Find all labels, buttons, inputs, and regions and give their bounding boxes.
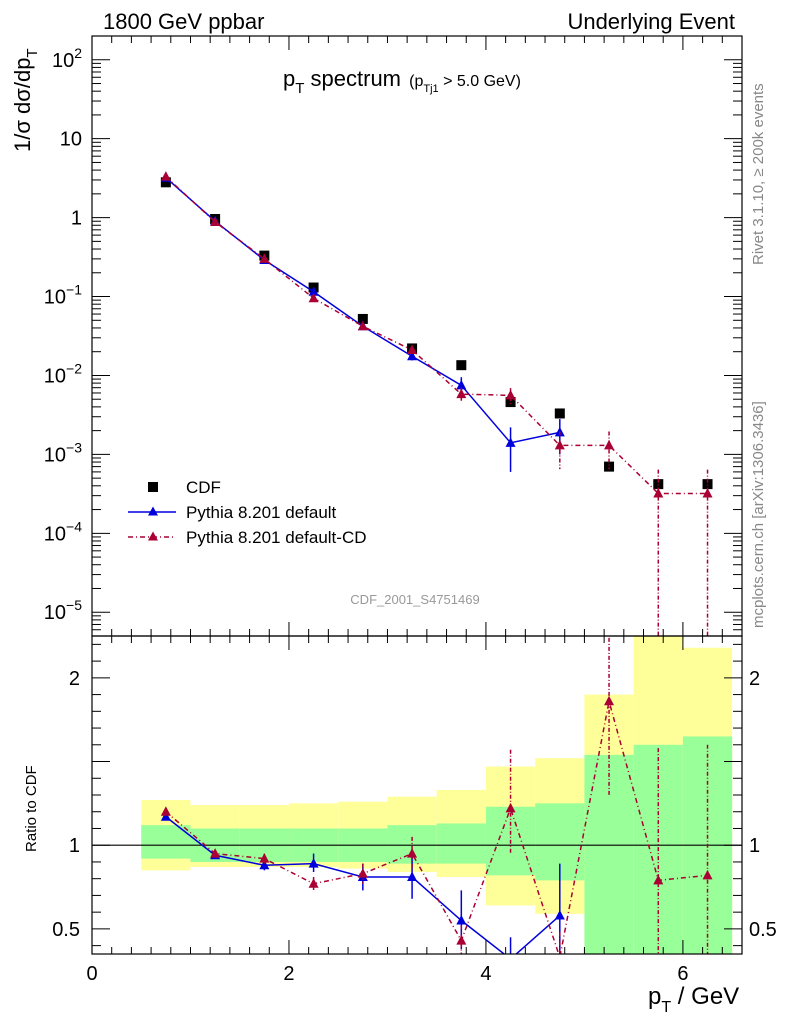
- main-ytick-label-4: 10−1: [44, 282, 82, 309]
- legend-entry-pythia-default: Pythia 8.201 default: [128, 503, 337, 522]
- main-ytick-label-7: 102: [52, 45, 82, 72]
- ratio-ytick-label-left-2: 2: [69, 668, 80, 690]
- main-ytick-label-6: 10: [60, 129, 82, 151]
- analysis-id: CDF_2001_S4751469: [350, 592, 479, 607]
- x-tick-label-3: 6: [677, 963, 688, 985]
- main-point-pythia-default-6: [456, 379, 467, 390]
- ratio-point-pythia-cd-1: [210, 848, 221, 858]
- ratio-point-pythia-default-7: [510, 953, 511, 954]
- cdf-point-6: [456, 360, 467, 371]
- legend-marker-pythia-default: [148, 506, 158, 516]
- cdf-point-9: [604, 461, 615, 472]
- x-tick-label-0: 0: [86, 963, 97, 985]
- main-line-pythia-default: [165, 177, 560, 444]
- cdf-point-10: [653, 479, 664, 490]
- legend-entry-pythia-cd: Pythia 8.201 default-CD: [128, 528, 367, 547]
- main-point-pythia-cd-5: [407, 344, 418, 355]
- main-point-pythia-cd-6: [456, 388, 467, 399]
- cdf-point-7: [505, 397, 516, 408]
- ratio-point-pythia-cd-2: [259, 853, 270, 863]
- ratio-point-pythia-default-8: [554, 910, 565, 920]
- main-ytick-label-2: 10−3: [44, 439, 82, 466]
- legend-marker-cdf: [148, 482, 158, 492]
- main-point-pythia-default-7: [505, 437, 516, 447]
- main-line-pythia-cd: [165, 176, 708, 495]
- cdf-point-11: [702, 479, 713, 490]
- ratio-ytick-label-left-0: 0.5: [52, 919, 80, 941]
- ratio-point-pythia-cd-0: [160, 806, 171, 816]
- main-ytick-label-0: 10−5: [44, 597, 82, 624]
- ratio-point-pythia-default-6: [456, 915, 467, 925]
- ratio-point-pythia-cd-5: [407, 848, 418, 858]
- ratio-point-pythia-cd-3: [308, 878, 319, 888]
- ratio-ytick-label-right-1: 1: [749, 835, 760, 857]
- ratio-ytick-label-left-1: 1: [69, 835, 80, 857]
- x-tick-label-1: 2: [283, 963, 294, 985]
- ratio-band-inner-6: [436, 823, 486, 864]
- legend-entry-cdf: CDF: [148, 478, 221, 497]
- ratio-plot: [160, 636, 713, 954]
- mcplots-label: mcplots.cern.ch [arXiv:1306.3436]: [750, 401, 767, 628]
- ratio-point-pythia-cd-11: [702, 869, 713, 880]
- ratio-point-pythia-default-2: [259, 859, 270, 870]
- ratio-point-pythia-cd-4: [357, 868, 368, 878]
- main-point-pythia-cd-9: [604, 439, 615, 450]
- main-point-pythia-cd-3: [308, 292, 319, 303]
- ratio-line-pythia-cd: [165, 701, 708, 954]
- cdf-point-0: [160, 177, 171, 188]
- rivet-label: Rivet 3.1.10, ≥ 200k events: [750, 83, 767, 265]
- legend-label-cdf: CDF: [186, 478, 221, 497]
- axes: 0 2 4 6 10−5 10−4 10−3 10−2 10−1 1 10 102 0.5 0.5 1 1 2 2: [44, 35, 777, 985]
- x-tick-label-2: 4: [480, 963, 491, 985]
- ratio-point-pythia-cd-10: [653, 874, 664, 885]
- main-ytick-label-1: 10−4: [44, 518, 82, 545]
- main-point-pythia-cd-0: [160, 171, 171, 181]
- main-point-pythia-cd-7: [505, 389, 516, 400]
- main-point-pythia-default-3: [308, 286, 319, 296]
- main-ytick-label-5: 1: [71, 208, 82, 230]
- main-point-pythia-default-5: [407, 350, 418, 361]
- main-plot: [160, 171, 713, 636]
- main-point-pythia-cd-2: [259, 253, 270, 263]
- ratio-point-pythia-cd-7: [505, 802, 516, 813]
- legend-label-pythia-default: Pythia 8.201 default: [186, 503, 337, 522]
- ratio-point-pythia-cd-6: [456, 935, 467, 945]
- cdf-point-8: [554, 408, 565, 419]
- cdf-point-4: [357, 313, 368, 324]
- plot-title: pT spectrum (pTj1 > 5.0 GeV): [283, 66, 521, 97]
- ratio-ylabel: Ratio to CDF: [23, 765, 40, 852]
- ratio-ytick-label-right-0: 0.5: [749, 919, 777, 941]
- main-ylabel: 1/σ dσ/dpT: [10, 48, 41, 152]
- legend-marker-pythia-cd: [148, 531, 158, 541]
- legend-label-pythia-cd: Pythia 8.201 default-CD: [186, 528, 367, 547]
- ratio-point-pythia-default-5: [407, 871, 418, 882]
- main-ytick-label-3: 10−2: [44, 360, 82, 387]
- main-point-pythia-cd-4: [357, 320, 368, 331]
- ratio-bands: [92, 636, 742, 954]
- main-point-pythia-cd-1: [210, 216, 221, 226]
- ratio-band-inner-0: [141, 825, 191, 859]
- main-point-pythia-cd-8: [554, 439, 565, 450]
- ratio-point-pythia-cd-9: [604, 695, 615, 706]
- header-right: Underlying Event: [567, 9, 735, 34]
- ratio-ytick-label-right-2: 2: [749, 668, 760, 690]
- x-axis-label: pT / GeV: [648, 983, 739, 1016]
- legend: CDF Pythia 8.201 default Pythia 8.201 de…: [128, 478, 367, 547]
- ratio-point-pythia-default-3: [308, 858, 319, 868]
- ratio-point-pythia-default-0: [160, 811, 171, 821]
- main-point-pythia-cd-11: [702, 487, 713, 498]
- ratio-point-pythia-cd-8: [558, 951, 561, 954]
- main-point-pythia-cd-10: [653, 487, 664, 498]
- header-left: 1800 GeV ppbar: [103, 9, 264, 34]
